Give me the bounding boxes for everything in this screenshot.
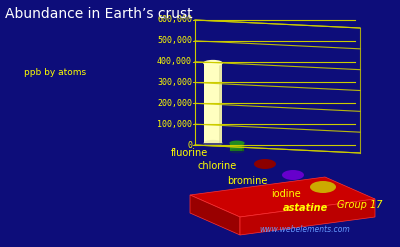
FancyBboxPatch shape — [204, 63, 222, 143]
Text: 100,000: 100,000 — [157, 120, 192, 129]
Text: 300,000: 300,000 — [157, 78, 192, 87]
Text: 200,000: 200,000 — [157, 99, 192, 108]
Ellipse shape — [229, 148, 245, 153]
Text: www.webelements.com: www.webelements.com — [260, 225, 350, 233]
Text: astatine: astatine — [283, 203, 328, 213]
Polygon shape — [240, 199, 375, 235]
FancyBboxPatch shape — [230, 143, 244, 151]
Text: iodine: iodine — [271, 189, 301, 199]
Polygon shape — [190, 195, 240, 235]
Text: 0: 0 — [187, 141, 192, 149]
Ellipse shape — [254, 159, 276, 169]
Ellipse shape — [229, 141, 245, 145]
Text: 400,000: 400,000 — [157, 57, 192, 66]
Ellipse shape — [310, 181, 336, 193]
Text: ppb by atoms: ppb by atoms — [24, 68, 86, 77]
Text: 600,000: 600,000 — [157, 16, 192, 24]
Text: chlorine: chlorine — [198, 161, 237, 171]
Text: fluorine: fluorine — [171, 148, 208, 158]
Ellipse shape — [282, 170, 304, 180]
Polygon shape — [190, 177, 375, 217]
Text: bromine: bromine — [228, 176, 268, 186]
FancyBboxPatch shape — [242, 143, 244, 151]
Text: 500,000: 500,000 — [157, 36, 192, 45]
Text: Abundance in Earth’s crust: Abundance in Earth’s crust — [5, 7, 193, 21]
Text: Group 17: Group 17 — [337, 200, 383, 210]
FancyBboxPatch shape — [219, 63, 222, 143]
Ellipse shape — [203, 60, 223, 66]
Ellipse shape — [203, 140, 223, 146]
